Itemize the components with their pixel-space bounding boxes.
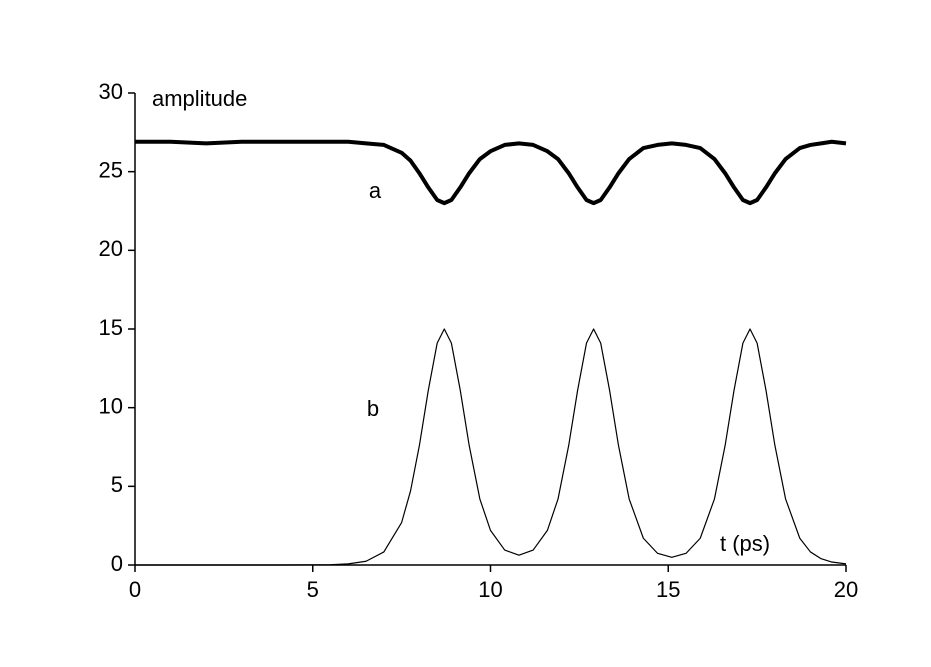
x-tick-label: 20 [834,577,858,602]
series-label: b [367,396,379,421]
y-tick-label: 10 [99,393,123,418]
x-tick-label: 10 [478,577,502,602]
series-label: a [369,178,382,203]
y-tick-label: 20 [99,236,123,261]
series-line [135,328,847,566]
y-tick-label: 15 [99,315,123,340]
x-tick-label: 0 [129,577,141,602]
x-tick-label: 15 [656,577,680,602]
y-axis-label: amplitude [152,86,247,111]
y-tick-label: 30 [99,79,123,104]
series-line [135,139,847,206]
y-tick-label: 0 [111,551,123,576]
x-tick-label: 5 [307,577,319,602]
y-tick-label: 5 [111,472,123,497]
x-axis-label: t (ps) [720,531,770,556]
y-tick-label: 25 [99,157,123,182]
